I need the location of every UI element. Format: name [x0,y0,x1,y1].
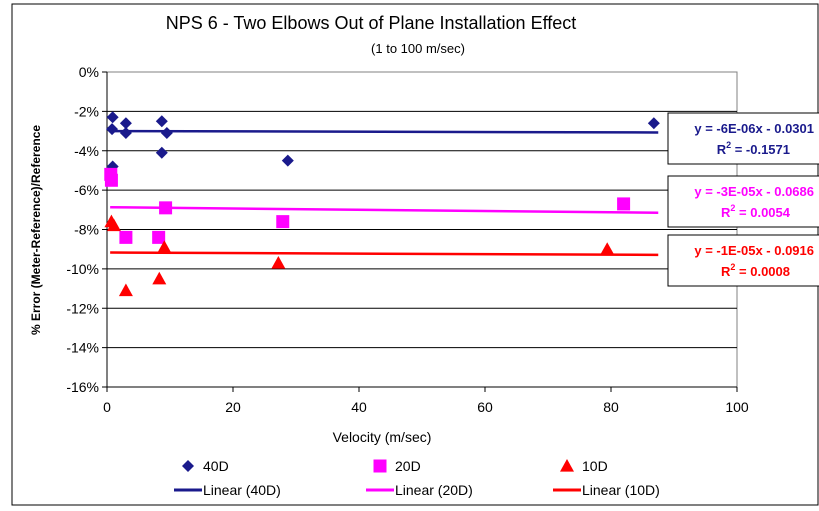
y-tick-label: -16% [66,379,99,395]
r-squared-label: R2 = 0.0054 [721,203,791,220]
y-axis-ticks: 0% -2% -4% -6% -8% -10% -12% -14% -16% [66,64,108,395]
y-tick-label: -14% [66,340,99,356]
r-squared-value: = 0.0008 [735,264,790,279]
x-tick-label: 0 [103,399,111,415]
x-tick-label: 60 [477,399,493,415]
r-squared-value: = 0.0054 [735,205,790,220]
data-point-40d [155,115,168,128]
y-tick-label: -12% [66,300,99,316]
y-tick-label: 0% [79,64,99,80]
trendline-10d [110,251,659,257]
data-point-10d [152,271,167,285]
trendline-equation: y = -1E-05x - 0.0916 [694,243,814,258]
r-squared-symbol: R [717,142,727,157]
r-squared-superscript: 2 [726,140,731,150]
legend-trendline-label: Linear (40D) [203,482,281,498]
r-squared-label: R2 = -0.1571 [717,140,790,157]
r-squared-symbol: R [721,205,731,220]
legend-label: 40D [203,458,229,474]
data-point-10d [106,218,121,232]
data-point-10d [600,242,615,255]
legend-label: 10D [582,458,608,474]
legend: 40D 20D 10D Linear (40D) Linear (20D) Linear … [174,458,660,498]
x-tick-label: 20 [225,399,241,415]
data-point-10d [271,255,286,269]
data-point-20d [159,201,173,215]
legend-trendline-label: Linear (20D) [395,482,473,498]
chart-title: NPS 6 - Two Elbows Out of Plane Installa… [166,13,577,33]
equation-box [667,112,819,165]
x-axis-ticks: 0 20 40 60 80 100 [103,386,749,415]
r-squared-symbol: R [721,264,731,279]
legend-marker-20d [373,459,387,473]
legend-marker-10d [560,459,574,472]
trendline-equation: y = -6E-06x - 0.0301 [694,121,814,136]
x-axis-label: Velocity (m/sec) [333,429,432,445]
trendline-40d [110,129,659,134]
r-squared-superscript: 2 [730,203,735,213]
r-squared-superscript: 2 [730,262,735,272]
r-squared-label: R2 = 0.0008 [721,262,790,279]
data-point-20d [617,197,631,211]
data-point-40d [119,117,132,130]
data-point-40d [647,117,660,130]
data-point-40d [106,123,119,136]
legend-marker-40d [182,460,194,472]
data-point-40d [160,127,173,140]
trendline-equation: y = -3E-05x - 0.0686 [694,184,814,199]
data-point-10d [157,240,172,253]
data-point-20d [104,173,118,187]
data-point-40d [155,146,168,159]
y-tick-label: -10% [66,261,99,277]
legend-label: 20D [395,458,421,474]
y-axis-label: % Error (Meter-Reference)/Reference [29,125,43,335]
data-point-40d [119,127,132,140]
equation-box [667,175,819,228]
data-points [104,111,660,297]
gridlines [107,110,737,349]
data-point-20d [276,215,290,229]
legend-trendline-label: Linear (10D) [582,482,660,498]
y-tick-label: -8% [74,222,99,238]
data-point-40d [106,111,119,124]
data-point-40d [281,154,294,167]
trendline-20d [110,206,659,215]
chart-subtitle: (1 to 100 m/sec) [371,41,465,56]
y-tick-label: -6% [74,182,99,198]
r-squared-value: = -0.1571 [731,142,790,157]
trendlines [110,129,659,257]
data-point-10d [118,283,133,297]
data-point-20d [152,230,166,244]
y-tick-label: -4% [74,143,99,159]
x-tick-label: 80 [603,399,619,415]
y-tick-label: -2% [74,103,99,119]
data-point-20d [119,230,133,244]
x-tick-label: 40 [351,399,367,415]
equation-box [667,234,819,287]
x-tick-label: 100 [725,399,749,415]
